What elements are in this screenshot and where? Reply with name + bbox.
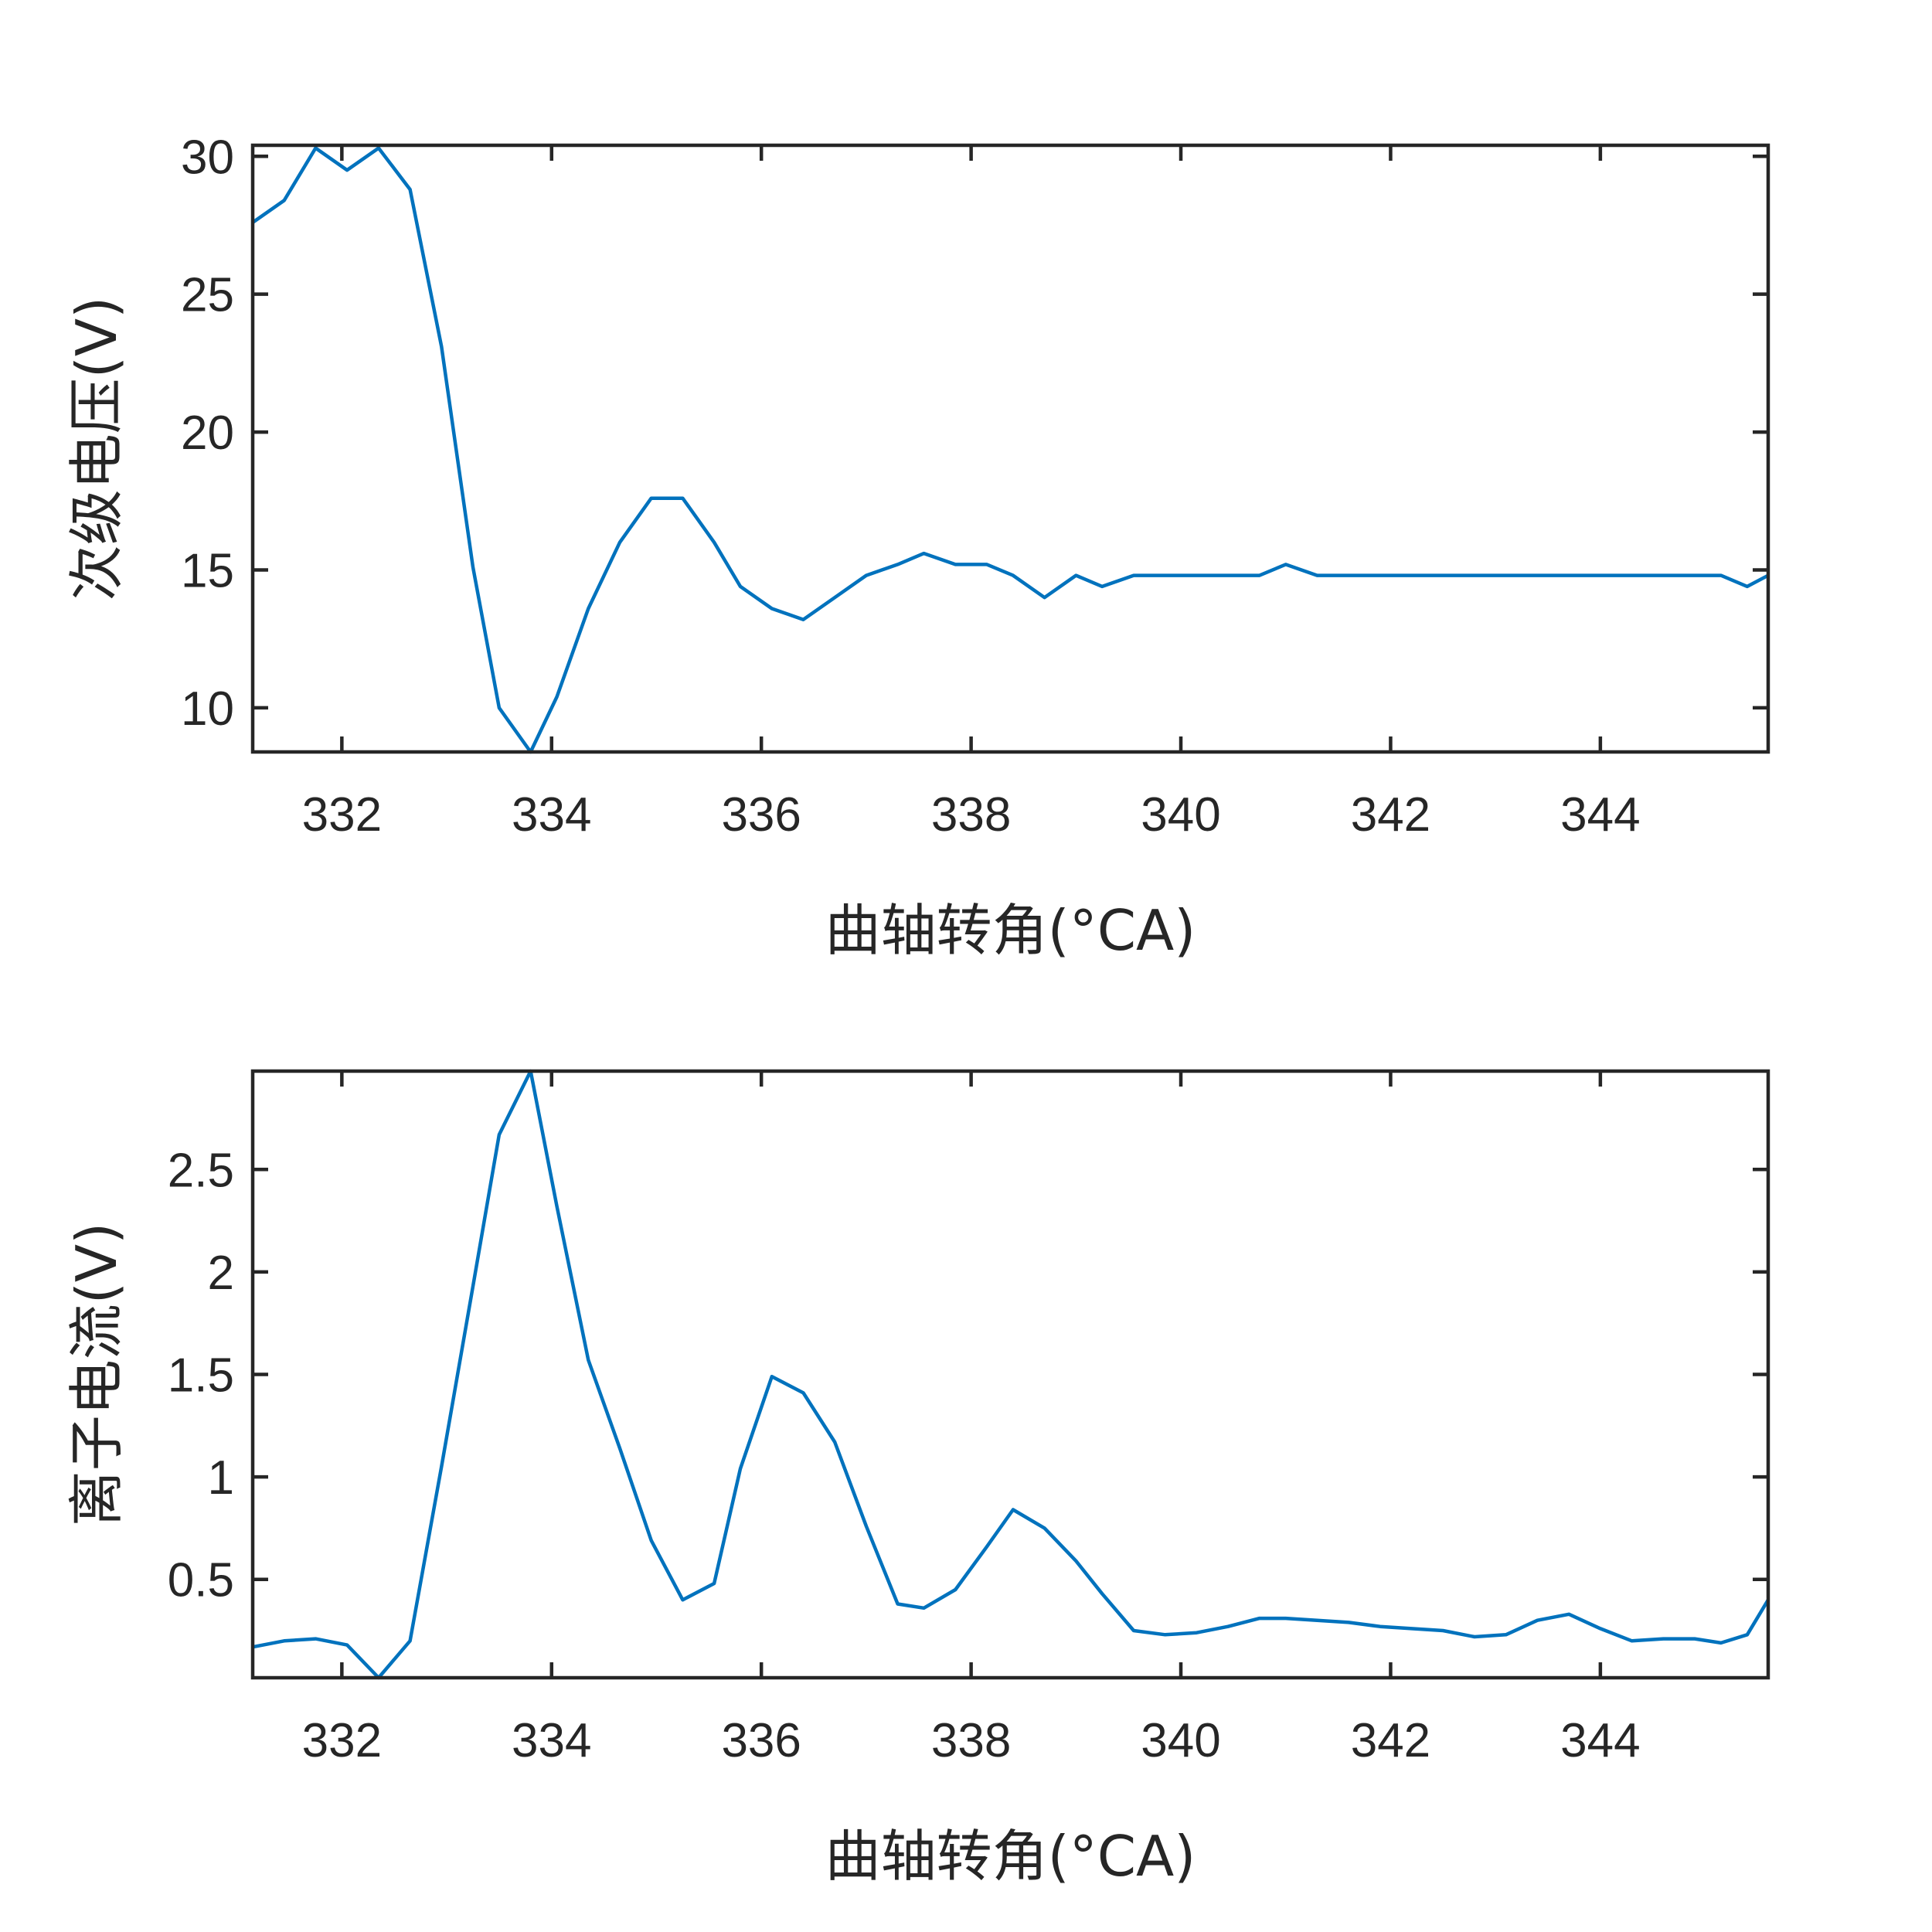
y-tick-marks bbox=[253, 155, 1768, 710]
x-tick-label: 332 bbox=[302, 1714, 382, 1767]
x-tick-labels: 332 334 336 338 340 342 344 bbox=[302, 1714, 1641, 1767]
x-tick-label: 340 bbox=[1141, 788, 1220, 842]
x-tick-label: 334 bbox=[512, 788, 591, 842]
y-tick-label: 2 bbox=[208, 1247, 234, 1300]
y-tick-marks bbox=[253, 1168, 1768, 1581]
y-tick-labels: 0.5 1 1.5 2 2.5 bbox=[168, 1144, 234, 1607]
y-tick-label: 2.5 bbox=[168, 1144, 234, 1197]
x-tick-label: 336 bbox=[721, 788, 801, 842]
x-tick-label: 338 bbox=[931, 1714, 1011, 1767]
y-tick-label: 30 bbox=[181, 131, 234, 184]
y-tick-label: 1.5 bbox=[168, 1349, 234, 1403]
x-tick-label: 336 bbox=[721, 1714, 801, 1767]
x-tick-label: 344 bbox=[1560, 1714, 1640, 1767]
plot-frame bbox=[250, 1069, 1770, 1680]
plot-frame bbox=[250, 143, 1770, 754]
y-tick-label: 20 bbox=[181, 406, 234, 460]
series-line-voltage bbox=[251, 146, 1770, 754]
y-tick-label: 1 bbox=[208, 1451, 234, 1505]
x-axis-label: 曲轴转角(°CA) bbox=[825, 898, 1196, 963]
chart-ion-current: 0.5 1 1.5 2 2.5 332 334 336 338 340 342 344 曲轴转角(°… bbox=[64, 1069, 1770, 1889]
y-tick-labels: 10 15 20 25 30 bbox=[181, 131, 234, 736]
x-tick-label: 342 bbox=[1351, 1714, 1430, 1767]
y-axis-label: 次级电压(V) bbox=[64, 297, 129, 600]
x-tick-labels: 332 334 336 338 340 342 344 bbox=[302, 788, 1641, 842]
y-tick-label: 25 bbox=[181, 269, 234, 322]
x-tick-marks bbox=[340, 145, 1603, 752]
x-tick-label: 340 bbox=[1141, 1714, 1220, 1767]
chart-voltage: 10 15 20 25 30 332 334 336 338 340 342 344 曲轴转角(°C… bbox=[64, 131, 1770, 963]
y-tick-label: 0.5 bbox=[168, 1554, 234, 1607]
x-tick-label: 334 bbox=[512, 1714, 591, 1767]
x-axis-label: 曲轴转角(°CA) bbox=[825, 1824, 1196, 1889]
x-tick-marks bbox=[340, 1071, 1603, 1678]
series-line-ion-current bbox=[252, 1069, 1770, 1680]
x-tick-label: 338 bbox=[931, 788, 1011, 842]
x-tick-label: 342 bbox=[1351, 788, 1430, 842]
x-tick-label: 332 bbox=[302, 788, 382, 842]
x-tick-label: 344 bbox=[1560, 788, 1640, 842]
y-tick-label: 10 bbox=[181, 682, 234, 736]
y-tick-label: 15 bbox=[181, 545, 234, 598]
y-axis-label: 离子电流(V) bbox=[64, 1223, 129, 1526]
